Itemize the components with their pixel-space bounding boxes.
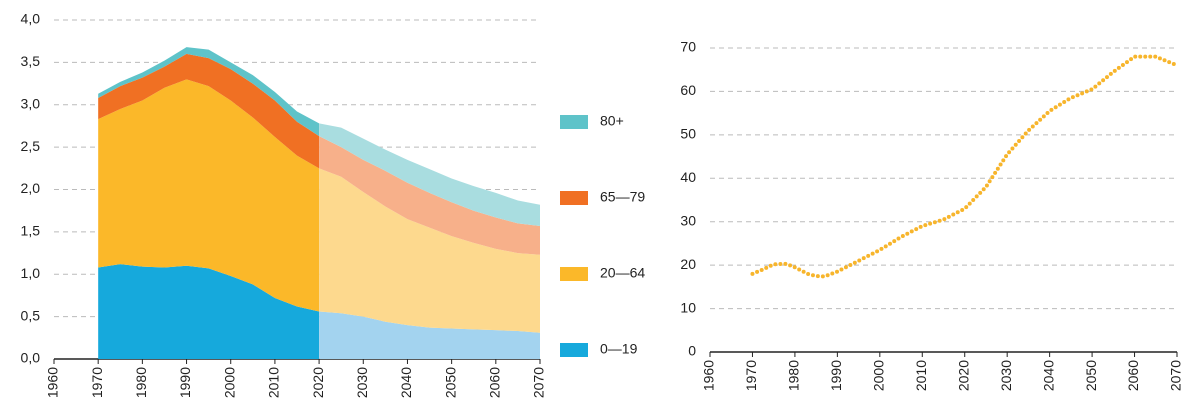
x-tick-label: 2030 (354, 367, 370, 398)
y-tick-label: 40 (680, 169, 696, 185)
legend-label: 80+ (600, 113, 624, 129)
x-tick-label: 2020 (310, 367, 326, 398)
x-tick-label: 2050 (1083, 360, 1099, 391)
x-tick-label: 2000 (221, 367, 237, 398)
y-tick-label: 10 (680, 299, 696, 315)
area (319, 311, 540, 359)
legend-label: 20—64 (600, 265, 645, 281)
y-tick-label: 50 (680, 126, 696, 142)
x-tick-label: 2050 (442, 367, 458, 398)
area (319, 168, 540, 333)
x-tick-label: 2040 (398, 367, 414, 398)
line (750, 54, 1179, 279)
y-tick-label: 0,5 (21, 307, 41, 323)
y-tick-label: 3,5 (21, 53, 41, 69)
y-tick-label: 2,5 (21, 138, 41, 154)
y-tick-label: 70 (680, 39, 696, 55)
y-tick-label: 2,0 (21, 180, 41, 196)
x-tick-label: 2010 (913, 360, 929, 391)
x-tick-label: 1980 (786, 360, 802, 391)
x-tick-label: 1960 (701, 360, 717, 391)
area (98, 79, 320, 312)
area (319, 136, 540, 255)
y-tick-label: 1,0 (21, 265, 41, 281)
x-tick-label: 2060 (1125, 360, 1141, 391)
x-tick-label: 1960 (45, 367, 61, 398)
y-tick-label: 30 (680, 212, 696, 228)
x-tick-label: 1990 (828, 360, 844, 391)
y-tick-label: 20 (680, 256, 696, 272)
y-tick-label: 0,0 (21, 350, 41, 366)
y-tick-label: 1,5 (21, 223, 41, 239)
legend-swatch (560, 191, 588, 205)
x-tick-label: 1990 (177, 367, 193, 398)
y-tick-label: 4,0 (21, 11, 41, 27)
x-tick-label: 1980 (133, 367, 149, 398)
area (98, 53, 320, 169)
x-tick-label: 2030 (998, 360, 1014, 391)
legend-label: 0—19 (600, 341, 638, 357)
x-tick-label: 2070 (531, 367, 547, 398)
x-tick-label: 2000 (871, 360, 887, 391)
x-tick-label: 2020 (955, 360, 971, 391)
x-tick-label: 2060 (487, 367, 503, 398)
legend-swatch (560, 115, 588, 129)
y-tick-label: 0 (688, 343, 696, 359)
x-tick-label: 1970 (743, 360, 759, 391)
legend-label: 65—79 (600, 189, 645, 205)
legend-swatch (560, 267, 588, 281)
x-tick-label: 2070 (1168, 360, 1183, 391)
area (98, 47, 320, 137)
y-tick-label: 60 (680, 82, 696, 98)
x-tick-label: 1970 (89, 367, 105, 398)
x-tick-label: 2010 (266, 367, 282, 398)
area (98, 264, 320, 359)
x-tick-label: 2040 (1040, 360, 1056, 391)
y-tick-label: 3,0 (21, 95, 41, 111)
legend-swatch (560, 343, 588, 357)
area (319, 123, 540, 226)
